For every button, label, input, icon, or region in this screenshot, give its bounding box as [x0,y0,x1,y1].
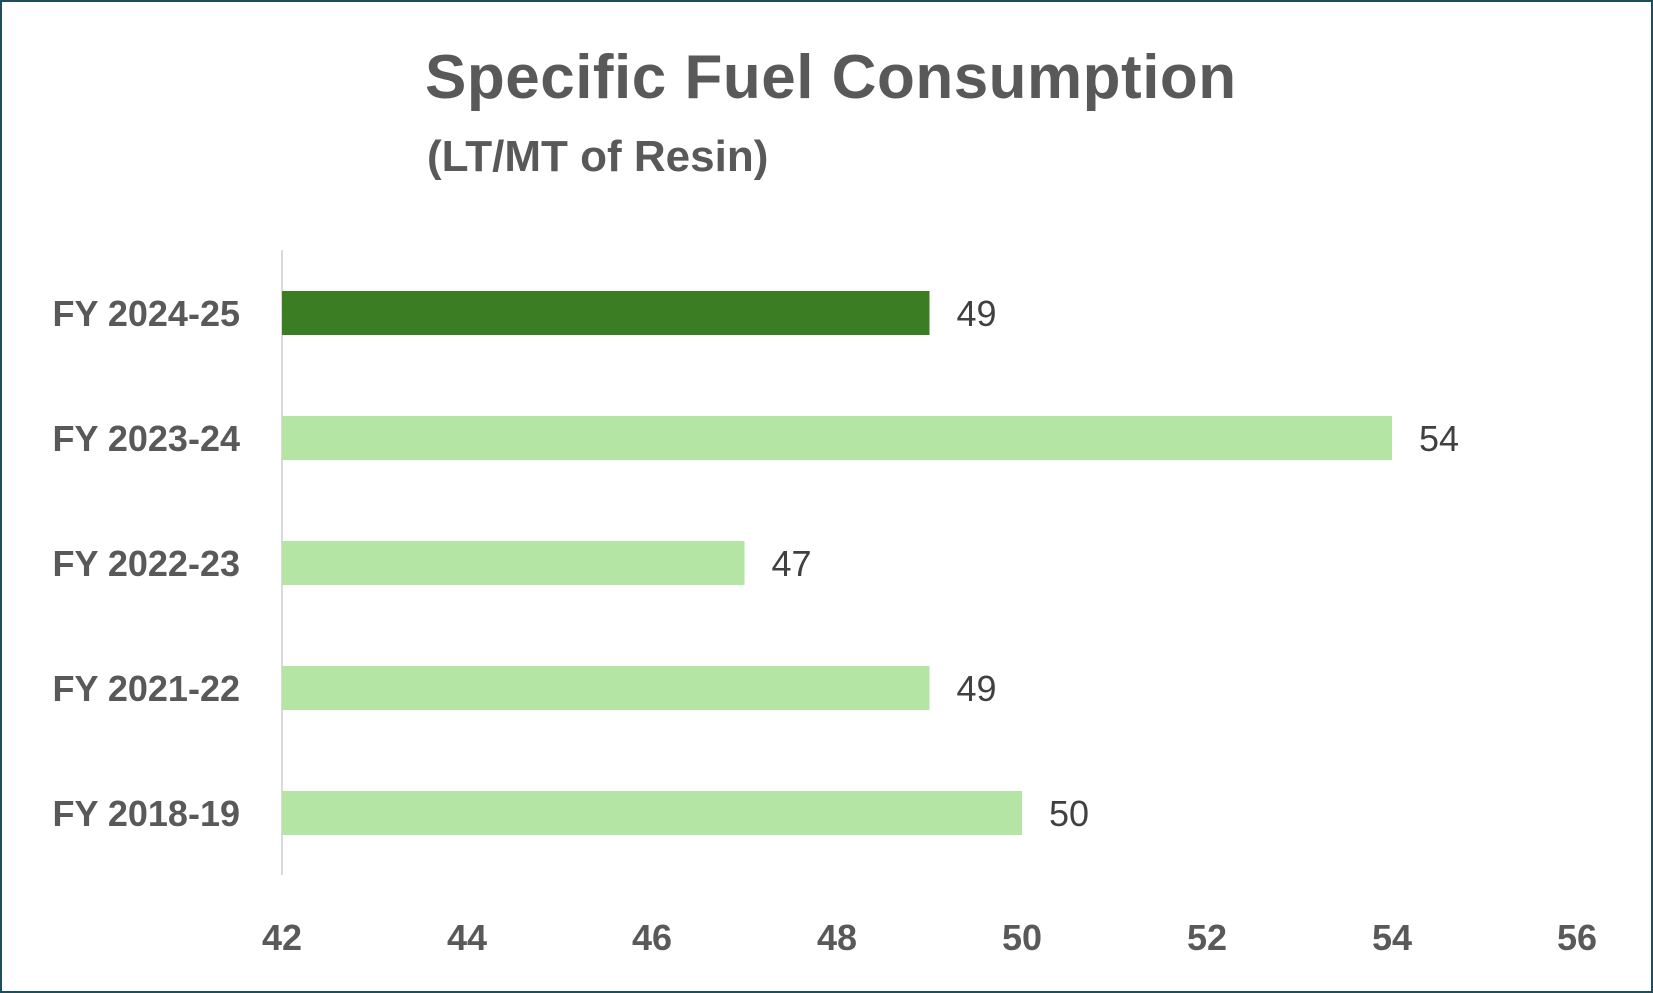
bar-fy-2021-22 [282,666,930,710]
category-label: FY 2024-25 [53,293,240,334]
x-tick-label: 48 [817,917,857,958]
data-label: 49 [957,293,997,334]
x-tick-label: 56 [1557,917,1597,958]
x-tick-label: 54 [1372,917,1412,958]
category-label: FY 2018-19 [53,793,240,834]
data-label: 49 [957,668,997,709]
x-tick-label: 52 [1187,917,1227,958]
data-label: 50 [1049,793,1089,834]
chart-title: Specific Fuel Consumption [425,43,1237,112]
data-label: 47 [772,543,812,584]
bar-fy-2024-25 [282,291,930,335]
bar-fy-2022-23 [282,541,745,585]
bar-fy-2023-24 [282,416,1392,460]
x-tick-label: 44 [447,917,487,958]
bar-fy-2018-19 [282,791,1022,835]
category-label: FY 2022-23 [53,543,240,584]
data-label: 54 [1419,418,1459,459]
category-label: FY 2021-22 [53,668,240,709]
x-tick-label: 50 [1002,917,1042,958]
x-tick-label: 46 [632,917,672,958]
category-label: FY 2023-24 [53,418,240,459]
x-tick-label: 42 [262,917,302,958]
chart-subtitle: (LT/MT of Resin) [427,132,769,181]
